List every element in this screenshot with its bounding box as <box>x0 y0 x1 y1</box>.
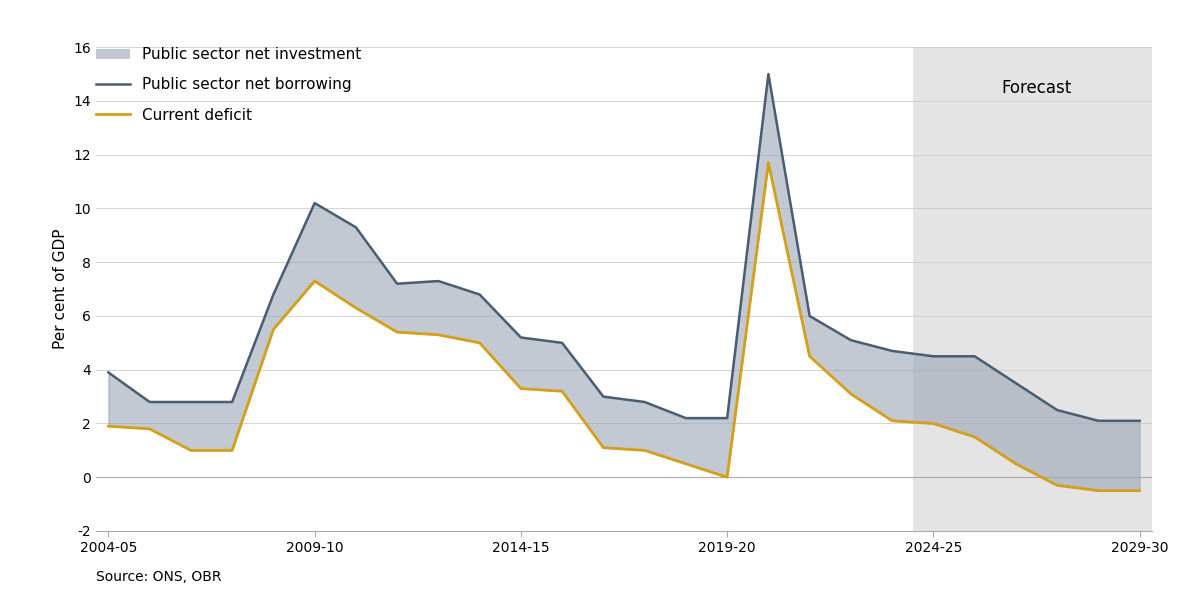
Legend: Public sector net investment, Public sector net borrowing, Current deficit: Public sector net investment, Public sec… <box>96 47 361 123</box>
Text: Forecast: Forecast <box>1001 80 1072 97</box>
Text: Source: ONS, OBR: Source: ONS, OBR <box>96 570 222 584</box>
Bar <box>913 47 1160 531</box>
Y-axis label: Per cent of GDP: Per cent of GDP <box>53 229 68 349</box>
